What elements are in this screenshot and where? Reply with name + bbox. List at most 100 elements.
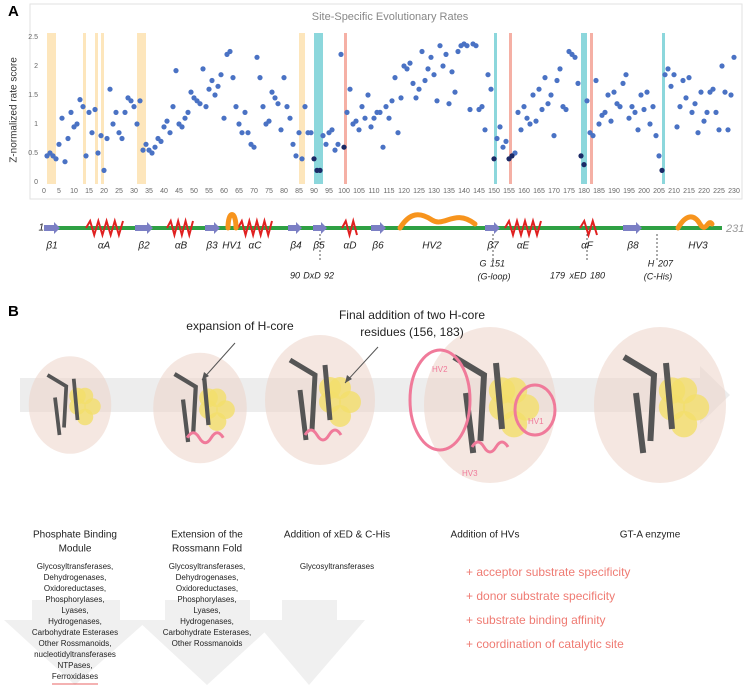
data-point [641,106,647,113]
data-point [83,153,89,159]
data-point [173,68,179,74]
family-name: Glycosyltransferases, [37,562,113,571]
data-point [719,63,725,69]
data-point [197,101,203,107]
helix [341,217,358,239]
motif-label: (C-His) [644,271,673,281]
data-point [95,150,101,156]
y-tick-label: 1 [34,121,38,128]
data-point [161,124,167,130]
data-point [698,89,704,95]
data-point [101,167,107,173]
strand [288,222,302,234]
data-point [683,95,689,101]
x-tick-label: 10 [70,188,78,195]
data-point [227,48,233,55]
data-point [299,156,305,162]
data-point [164,118,170,124]
data-point [140,147,146,153]
data-point [377,109,383,115]
data-point [539,106,545,113]
data-point [260,104,266,110]
motif-label: 92 [324,270,334,280]
data-point [608,118,614,124]
family-name: Dehydrogenases, [44,573,107,582]
pink-helix [185,431,225,445]
data-point [59,115,65,121]
data-point [500,144,506,150]
family-name: Dehydrogenases, [176,573,239,582]
x-tick-label: 175 [563,188,575,195]
data-point [524,115,530,121]
x-tick-label: 220 [698,188,710,195]
x-tick-label: 35 [145,188,153,195]
highlight-region [299,33,305,184]
y-tick-label: 0.5 [28,150,38,157]
data-point [434,98,440,104]
structure-label: HV1 [222,241,241,252]
data-point [275,101,281,107]
x-tick-label: 150 [488,188,500,195]
stage-title: Extension of the [171,530,243,541]
data-point [188,89,194,95]
gain: + acceptor substrate specificity [466,565,630,579]
x-tick-label: 0 [42,188,46,195]
data-point [596,121,602,127]
core-residue [500,411,528,438]
data-point [611,89,617,95]
data-point [317,167,323,173]
data-point [137,98,143,104]
data-point [221,115,227,121]
data-point [464,43,470,49]
strand [485,222,500,234]
stage-title: Module [59,544,92,555]
data-point [716,127,722,133]
stage-title: Phosphate Binding [33,530,117,541]
panel-label: B [8,303,19,320]
data-point [665,66,671,72]
family-name: Carbohydrate Esterases, [163,628,252,637]
structure-label: HV2 [422,241,442,252]
data-point [452,89,458,95]
stage-title: GT-A enzyme [620,530,681,541]
data-point [332,147,338,153]
stage-title: Addition of HVs [451,530,520,541]
data-point [80,104,86,110]
data-point [200,66,206,72]
data-point [68,109,74,115]
data-point [338,51,344,58]
data-point [704,109,710,115]
structure-label: β4 [289,241,302,252]
data-point [503,138,509,144]
data-point [650,104,656,110]
panel-label: A [8,3,19,20]
data-point [239,130,245,136]
data-point [413,95,419,101]
data-point [98,133,104,139]
chart-title: Site-Specific Evolutionary Rates [312,11,469,23]
data-point [494,135,500,142]
x-tick-label: 230 [728,188,740,195]
x-tick-label: 225 [713,188,725,195]
data-point [542,75,548,81]
data-point [344,109,350,115]
data-point [485,72,491,78]
data-point [113,109,119,115]
x-tick-label: 105 [353,188,365,195]
data-point [695,130,701,136]
data-point [230,75,236,81]
family-name: Hydrogenases, [180,617,234,626]
family-name: Hydrogenases, [48,617,102,626]
data-point [551,133,557,139]
highlight-region [47,33,56,184]
pink-helix [303,428,343,442]
plot-panel [29,3,743,200]
x-tick-label: 210 [668,188,680,195]
strand [135,222,153,234]
hv-region [513,383,557,437]
data-point [593,77,599,84]
highlight-region [590,33,593,184]
motif-label: DxD [303,270,321,280]
data-point [617,104,623,110]
x-tick-label: 205 [653,188,665,195]
